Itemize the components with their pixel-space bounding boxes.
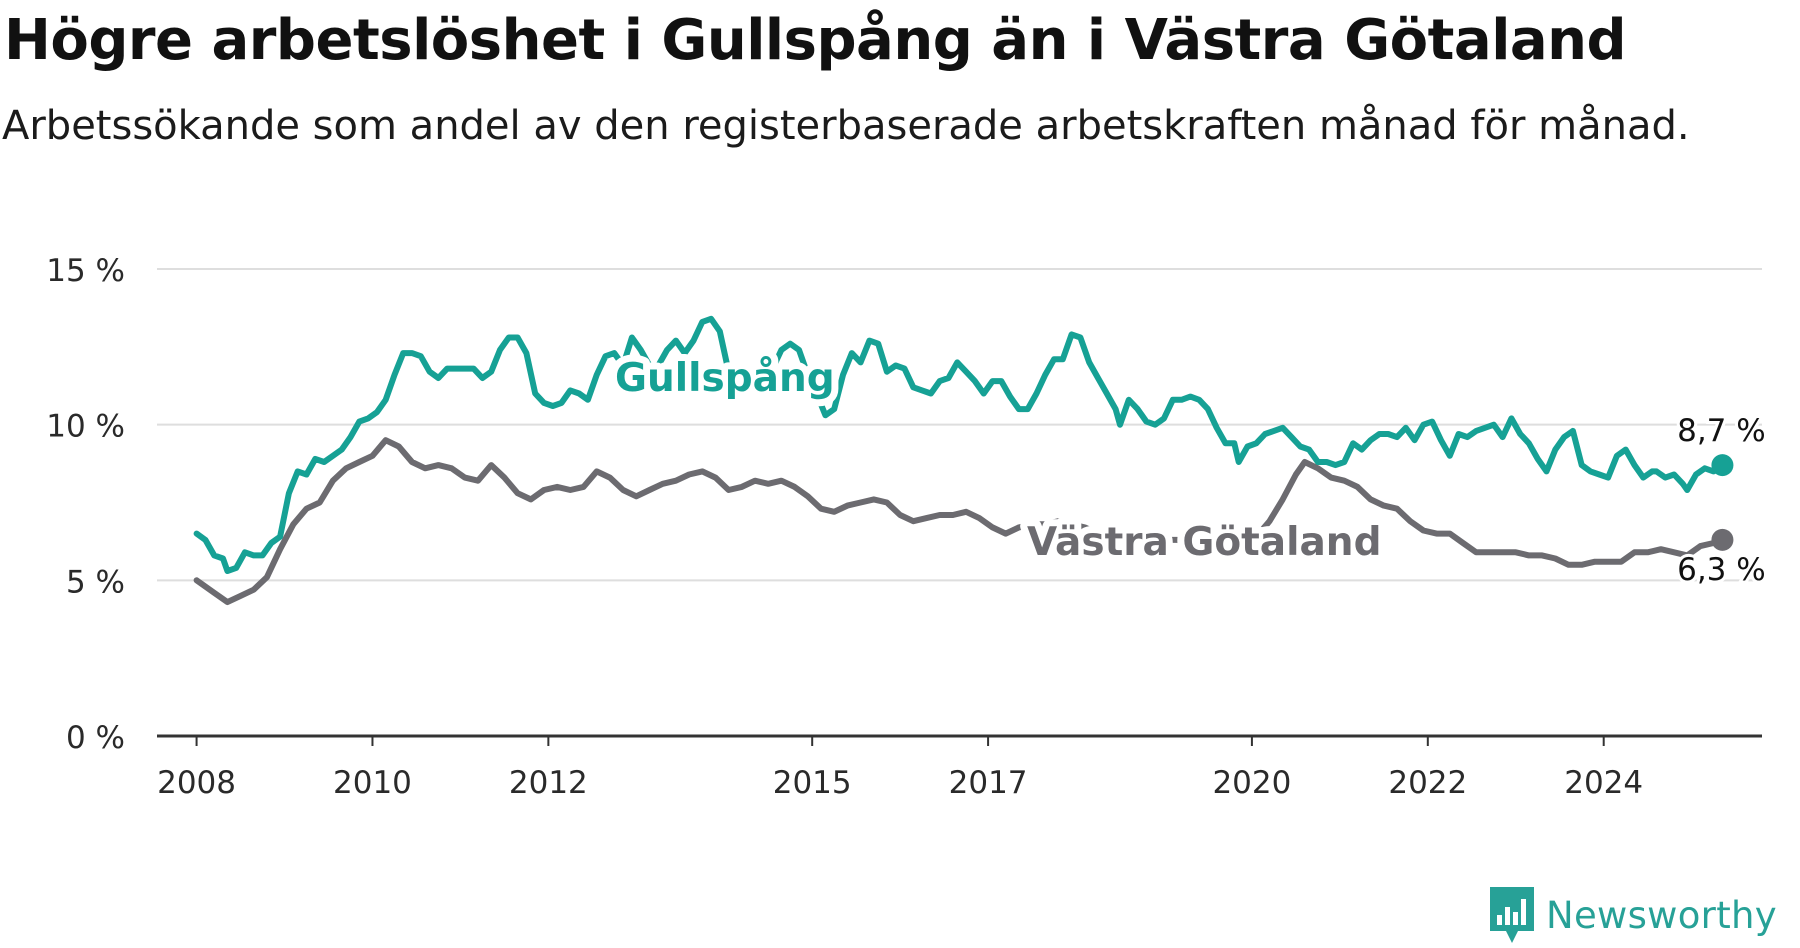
end-point-gullspang: [1711, 454, 1734, 477]
end-label-gullspang: 8,7 %: [1677, 413, 1766, 449]
series-label-gullspang: Gullspång: [615, 356, 835, 401]
x-tick-label: 2020: [1212, 765, 1291, 801]
x-tick-label: 2022: [1388, 765, 1467, 801]
end-label-vastra-gotaland: 6,3 %: [1677, 552, 1766, 588]
x-tick-label: 2024: [1564, 765, 1643, 801]
y-tick-label: 15 %: [46, 253, 125, 289]
y-tick-label: 5 %: [66, 564, 125, 600]
end-point-vastra-gotaland: [1711, 528, 1734, 551]
series-labels: 8,7 % 6,3 % Gullspång Västra Götaland: [608, 349, 1769, 591]
line-chart: 0 %5 %10 %15 % 2008 2010 2012 2015 2017 2020 2…: [46, 253, 1769, 801]
y-tick-label: 0 %: [66, 720, 125, 756]
newsworthy-logo-icon: [1490, 887, 1534, 943]
x-tick-label: 2017: [949, 765, 1028, 801]
y-tick-label: 10 %: [46, 409, 125, 445]
gridlines: [157, 268, 1762, 746]
brand-name: Newsworthy: [1546, 893, 1777, 937]
series-layer: [193, 315, 1734, 606]
x-tick-label: 2008: [157, 765, 236, 801]
series-line-gullspang: [193, 315, 1726, 574]
x-tick-label: 2012: [509, 765, 588, 801]
x-tick-label: 2015: [773, 765, 852, 801]
y-axis-tick-labels: 0 % 5 % 10 % 15 %: [46, 253, 125, 756]
chart-title: Högre arbetslöshet i Gullspång än i Väst…: [4, 8, 1627, 73]
chart-subtitle: Arbetssökande som andel av den registerb…: [2, 103, 1690, 149]
x-axis-tick-labels: 2008 2010 2012 2015 2017 2020 2022 2024: [157, 765, 1643, 801]
newsworthy-logo: Newsworthy: [1488, 882, 1777, 948]
x-tick-label: 2010: [333, 765, 412, 801]
series-line-vastra-gotaland: [193, 437, 1726, 606]
series-label-vastra-gotaland: Västra Götaland: [1027, 520, 1382, 565]
